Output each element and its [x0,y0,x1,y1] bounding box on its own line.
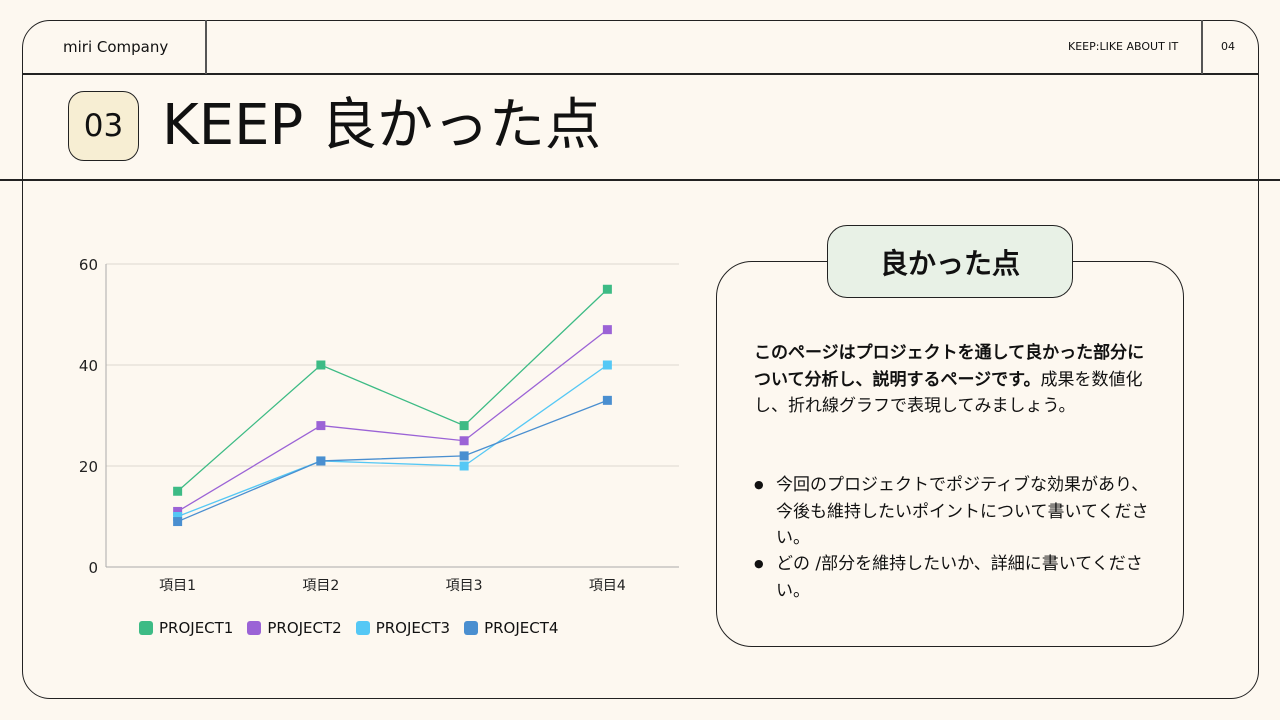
y-tick-label: 60 [79,256,98,274]
data-point [173,517,183,527]
series-line [177,364,608,518]
line-chart: 0 20 40 60 項目1 項目2 項目3 項目4 [79,256,679,594]
paragraph-bold: このページはプロジェクトを通して良かった部分について分析し、説明するページです。 [754,343,1145,390]
data-point [602,360,612,370]
data-point [602,284,612,294]
legend-label: PROJECT3 [375,619,451,637]
legend-item: PROJECT1 [139,619,233,637]
divider [0,179,1280,181]
data-point [602,325,612,335]
data-point [316,360,326,370]
legend-item: PROJECT2 [247,619,342,637]
data-point [316,456,326,466]
bullet-item: どの /部分を維持したいか、詳細に書いてください。 [754,551,1154,604]
data-point [173,512,183,521]
page-number: 04 [1221,40,1235,53]
card-paragraph: このページはプロジェクトを通して良かった部分について分析し、説明するページです。… [754,340,1154,420]
divider [205,20,207,74]
x-tick-label: 項目3 [446,578,483,594]
legend-label: PROJECT2 [267,619,342,637]
x-tick-label: 項目2 [302,578,339,594]
data-point [173,506,183,516]
y-tick-label: 0 [88,559,98,577]
chart-legend: PROJECT1 PROJECT2 PROJECT3 PROJECT4 [139,619,558,637]
bullet-item: 今回のプロジェクトでポジティブな効果があり、今後も維持したいポイントについて書い… [754,472,1154,552]
series-line [177,288,608,492]
legend-item: PROJECT4 [464,619,558,637]
divider [22,73,1259,75]
company-logo: miri Company [63,38,169,56]
legend-swatch [139,621,153,635]
section-label: KEEP:LIKE ABOUT IT [1068,40,1179,53]
legend-label: PROJECT4 [484,619,559,637]
legend-swatch [355,621,370,635]
card-heading: 良かった点 [827,225,1073,298]
data-point [459,461,469,471]
slide-frame [22,20,1259,699]
y-tick-label: 40 [79,357,98,375]
data-point [459,421,469,431]
data-point [173,486,183,496]
legend-swatch [247,621,262,635]
data-point [602,395,612,405]
legend-label: PROJECT1 [159,619,234,637]
divider [1201,20,1203,74]
data-point [459,436,469,446]
legend-swatch [464,621,479,635]
series-line [177,329,608,513]
y-tick-label: 20 [79,458,98,476]
data-point [459,451,469,461]
paragraph-text: 成果を数値化し、折れ線グラフで表現してみましょう。 [754,369,1143,417]
series-line [177,399,608,523]
x-tick-label: 項目4 [589,578,626,594]
section-number-badge: 03 [68,91,139,161]
data-point [316,421,326,431]
page-title: KEEP 良かった点 [162,93,602,158]
x-tick-label: 項目1 [159,578,196,594]
legend-item: PROJECT3 [355,619,451,637]
